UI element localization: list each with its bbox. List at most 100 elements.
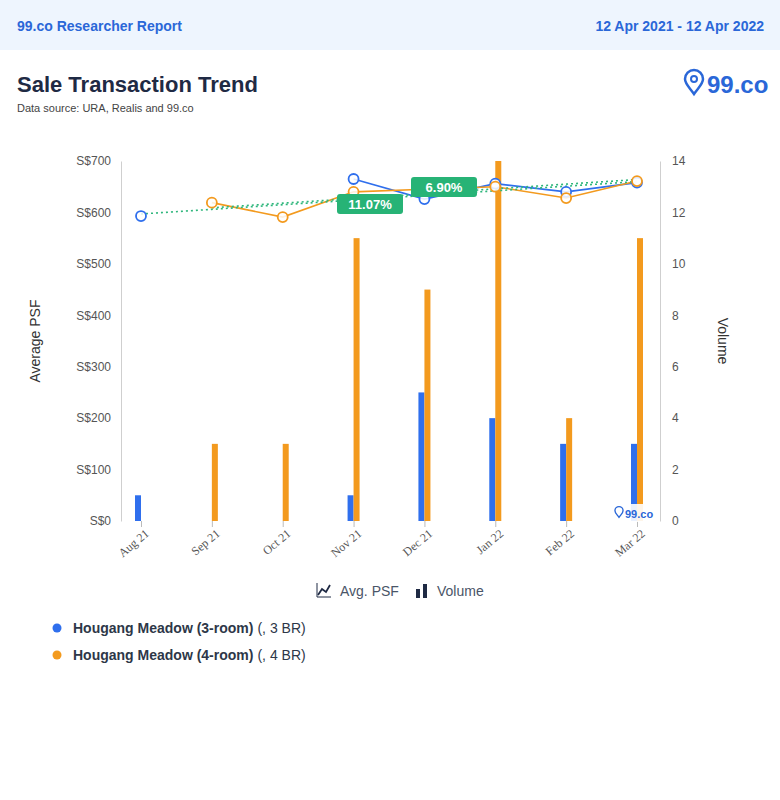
x-tick: Dec 21: [400, 521, 435, 559]
psf-point: [136, 211, 146, 221]
psf-line: [141, 179, 637, 216]
legend-measure-label: Volume: [437, 583, 484, 599]
psf-point: [490, 182, 500, 192]
logo-text: 99.co: [707, 71, 768, 98]
annotation: 11.07%: [337, 194, 403, 214]
volume-bar: [283, 444, 289, 521]
volume-bar: [135, 495, 141, 521]
legend-swatch: [53, 651, 62, 660]
x-axis-line: [142, 521, 638, 522]
x-tick-label: Jan 22: [473, 526, 506, 557]
y2-tick: 8: [660, 309, 679, 323]
x-tick: Jan 22: [473, 521, 506, 557]
x-tick: Mar 22: [612, 521, 648, 560]
legend-icon-bar-2: [423, 584, 427, 598]
trend-line: [141, 182, 637, 214]
annotation-badge: [337, 194, 403, 214]
y-tick-label: S$0: [90, 514, 112, 528]
y-tick-label: S$200: [76, 411, 111, 425]
volume-bar: [212, 444, 218, 521]
series-legend: Hougang Meadow (3-room)(, 3 BR)Hougang M…: [53, 620, 306, 663]
y-tick-label: S$400: [76, 309, 111, 323]
psf-point: [632, 176, 642, 186]
legend-swatch: [53, 624, 62, 633]
legend-name: Hougang Meadow (4-room): [73, 647, 253, 663]
logo: 99.co: [685, 70, 768, 98]
chart-title: Sale Transaction Trend: [17, 72, 258, 97]
logo-pin-dot: [691, 76, 697, 82]
legend-detail: (, 3 BR): [257, 620, 305, 636]
x-tick: Sep 21: [188, 521, 222, 558]
annotation: 6.90%: [411, 177, 477, 197]
y2-axis: 0 2 4 6 8 10 12 14: [660, 154, 686, 528]
psf-point: [561, 193, 571, 203]
y2-tick: 4: [660, 411, 679, 425]
annotation-text: 6.90%: [426, 180, 463, 195]
volume-bars: [135, 392, 637, 521]
y2-tick-label: 6: [672, 360, 679, 374]
volume-bar: [418, 392, 424, 521]
y2-tick-label: 12: [672, 206, 686, 220]
volume-bar: [354, 238, 360, 521]
y2-tick-label: 8: [672, 309, 679, 323]
x-tick: Nov 21: [328, 521, 364, 560]
legend-entry: Hougang Meadow (4-room)(, 4 BR): [73, 647, 306, 663]
volume-bar: [566, 418, 572, 521]
legend-name: Hougang Meadow (3-room): [73, 620, 253, 636]
y-tick: S$400: [76, 309, 121, 323]
x-tick-label: Feb 22: [543, 526, 577, 558]
psf-point: [349, 174, 359, 184]
watermark-text: 99.co: [625, 508, 653, 520]
y2-tick: 2: [660, 463, 679, 477]
logo-pin: [685, 70, 703, 94]
y-axis: S$0S$100S$200S$300S$400S$500S$600S$700: [76, 154, 121, 528]
y-tick: S$200: [76, 411, 121, 425]
y2-axis-line: [660, 162, 661, 522]
x-axis: Aug 21 Sep 21 Oct 21 Nov 21 Dec 21 Jan 22 Feb …: [116, 521, 648, 560]
legend-icon-bar: [416, 584, 427, 598]
x-tick-label: Dec 21: [400, 526, 435, 559]
legend-detail: (, 4 BR): [257, 647, 305, 663]
chart-subtitle: Data source: URA, Realis and 99.co: [17, 102, 194, 114]
y-tick-label: S$600: [76, 206, 111, 220]
volume-bar: [560, 444, 566, 521]
y2-tick: 10: [660, 257, 686, 271]
header-title: 99.co Researcher Report: [17, 18, 182, 34]
y-tick: S$300: [76, 360, 121, 374]
y2-tick: 0: [660, 514, 679, 528]
y2-tick-label: 0: [672, 514, 679, 528]
y-tick: S$100: [76, 463, 121, 477]
volume-bar: [495, 161, 501, 521]
x-tick: Feb 22: [543, 521, 577, 558]
y-tick-label: S$100: [76, 463, 111, 477]
psf-point: [278, 212, 288, 222]
annotation-badge: [411, 177, 477, 197]
y-tick: S$600: [76, 206, 121, 220]
y-axis-title: Average PSF: [27, 299, 43, 382]
legend-icon-line: [317, 583, 331, 597]
volume-bar: [637, 238, 643, 521]
y-tick-label: S$300: [76, 360, 111, 374]
watermark-bg: [610, 504, 654, 522]
y2-tick-label: 14: [672, 154, 686, 168]
x-tick-label: Sep 21: [188, 526, 222, 558]
y-tick: S$0: [90, 514, 121, 528]
legend-measure-label: Avg. PSF: [340, 583, 399, 599]
y-tick: S$700: [76, 154, 121, 168]
volume-bar: [348, 495, 354, 521]
watermark: 99.co: [610, 504, 654, 522]
x-tick-label: Nov 21: [328, 526, 364, 560]
legend-icon-line-frame: [317, 583, 331, 597]
volume-bar: [424, 290, 430, 521]
x-tick-label: Aug 21: [116, 526, 152, 560]
measure-legend: Avg. PSF Volume: [317, 583, 484, 599]
legend-icon-line-path: [318, 585, 330, 595]
y2-tick-label: 10: [672, 257, 686, 271]
x-tick-label: Oct 21: [260, 526, 294, 558]
header-period: 12 Apr 2021 - 12 Apr 2022: [595, 18, 764, 34]
y2-tick-label: 4: [672, 411, 679, 425]
psf-point: [207, 198, 217, 208]
y2-tick: 6: [660, 360, 679, 374]
plot-marks: [135, 161, 643, 521]
chart-canvas: 99.co Researcher Report 12 Apr 2021 - 12 …: [0, 0, 780, 800]
